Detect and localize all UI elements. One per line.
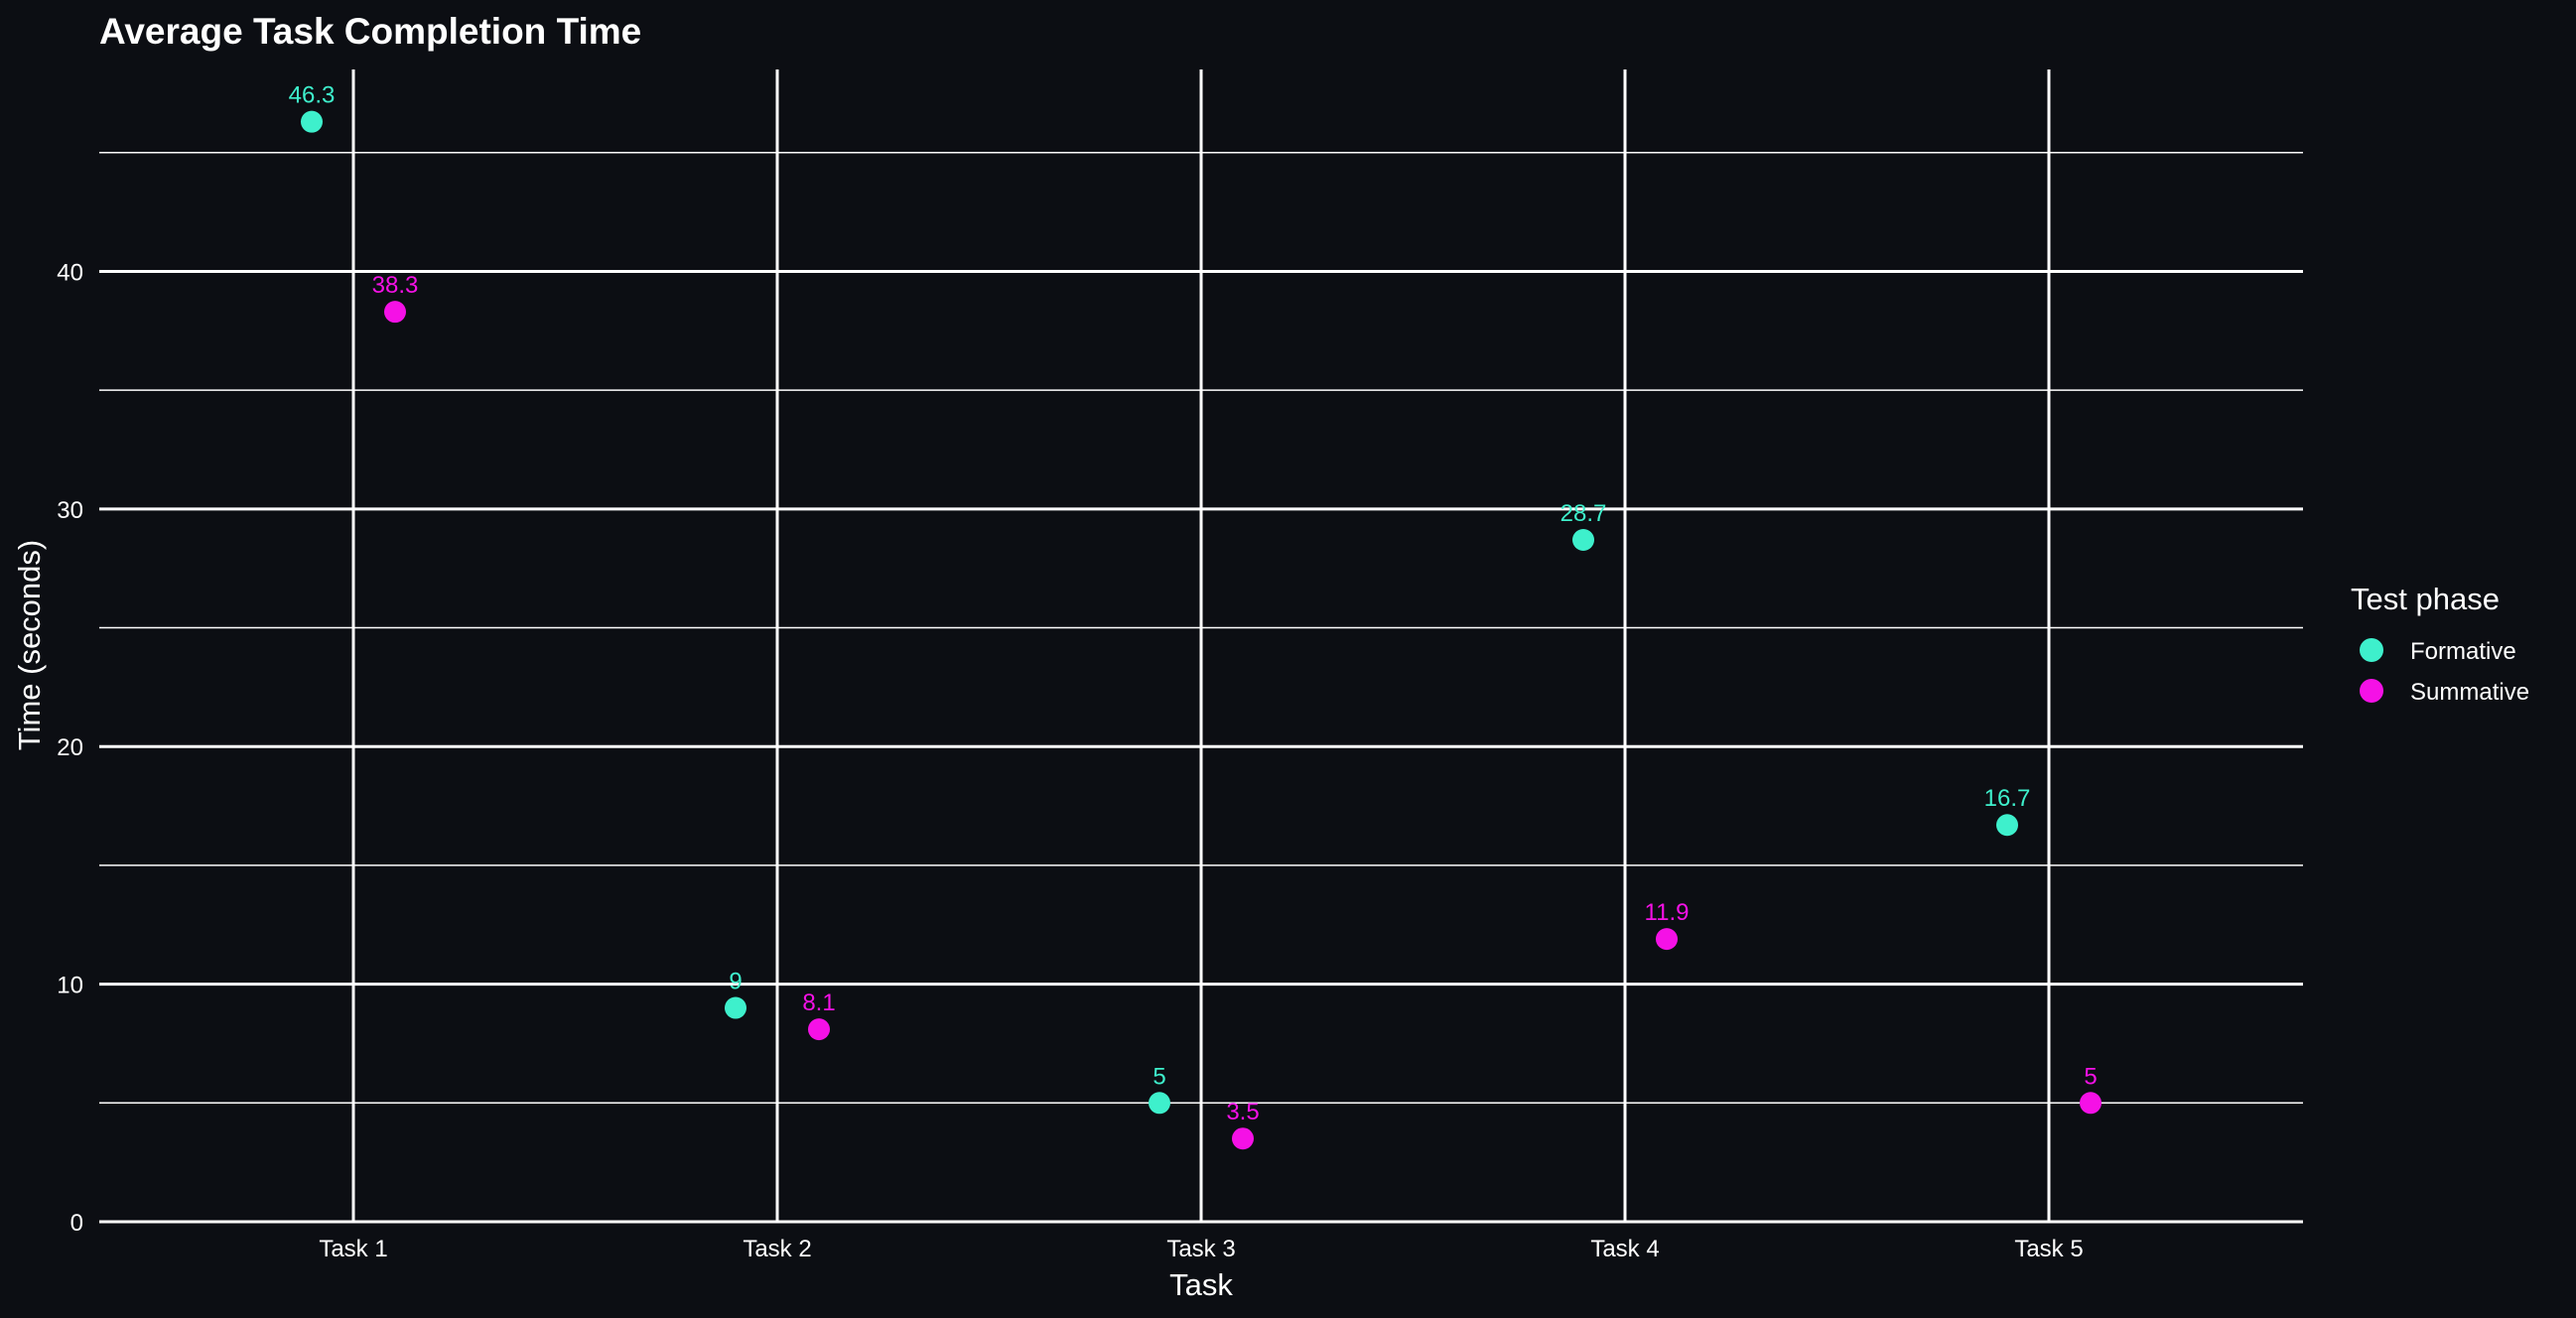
data-label-formative: 9 [729,969,742,995]
x-axis-ticks: Task 1 Task 2 Task 3 Task 4 Task 5 [319,1236,2083,1262]
legend-title: Test phase [2351,582,2500,616]
data-label-formative: 16.7 [1984,785,2031,812]
data-label-formative: 28.7 [1560,500,1607,527]
data-point-summative [2080,1092,2101,1115]
x-tick-label: Task 5 [2014,1236,2083,1262]
data-points [301,110,2101,1150]
y-tick-label: 0 [70,1210,83,1237]
y-tick-label: 40 [57,259,83,286]
data-point-formative [1996,814,2018,837]
data-point-formative [301,110,323,133]
grid [99,69,2303,1224]
legend-key-formative [2360,638,2383,662]
legend: Test phase Formative Summative [2351,582,2529,706]
legend-label-summative: Summative [2410,679,2529,706]
x-tick-label: Task 2 [743,1236,811,1262]
data-point-summative [384,301,406,324]
data-label-summative: 8.1 [802,989,835,1016]
legend-key-summative [2360,679,2383,703]
legend-items: Formative Summative [2360,638,2529,706]
data-point-formative [1572,528,1594,551]
data-point-summative [1656,928,1678,951]
data-label-formative: 5 [1152,1063,1165,1090]
chart-title: Average Task Completion Time [99,11,641,52]
data-label-summative: 38.3 [372,272,419,299]
data-point-summative [808,1018,830,1041]
data-labels: 46.3 9 5 28.7 16.7 38.3 8.1 3.5 11.9 5 [289,82,2098,1126]
x-tick-label: Task 4 [1590,1236,1659,1262]
x-tick-label: Task 1 [319,1236,387,1262]
x-axis-title: Task [1169,1267,1233,1302]
y-tick-label: 30 [57,497,83,524]
data-label-summative: 11.9 [1645,899,1690,926]
x-tick-label: Task 3 [1166,1236,1235,1262]
data-point-summative [1232,1127,1254,1150]
data-point-formative [1149,1092,1170,1115]
y-tick-label: 20 [57,734,83,761]
legend-label-formative: Formative [2410,638,2516,665]
data-label-formative: 46.3 [289,82,336,109]
y-axis-ticks: 0 10 20 30 40 [57,259,83,1237]
data-point-formative [725,996,746,1019]
data-label-summative: 3.5 [1226,1099,1259,1125]
y-axis-title: Time (seconds) [12,540,47,750]
data-label-summative: 5 [2084,1063,2097,1090]
y-tick-label: 10 [57,973,83,999]
